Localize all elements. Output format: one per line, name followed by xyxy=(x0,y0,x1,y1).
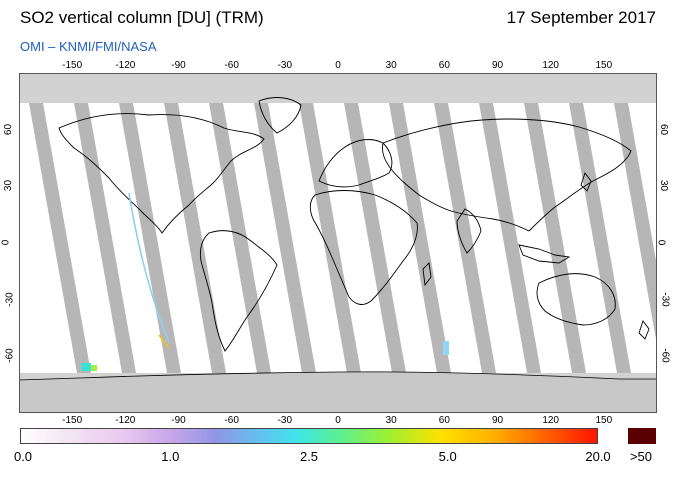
tick-label: 90 xyxy=(491,415,504,426)
tick-label: 150 xyxy=(595,60,613,71)
japan-outline xyxy=(580,172,592,192)
tick-label: 0 xyxy=(335,415,341,426)
swath-gap xyxy=(164,103,226,373)
colorbar-label: 5.0 xyxy=(438,449,457,464)
so2-signals xyxy=(81,192,449,371)
tick-label: 120 xyxy=(542,60,559,71)
tick-label: 0 xyxy=(0,239,12,246)
swath-gap xyxy=(29,103,91,373)
tick-label: 120 xyxy=(542,415,559,426)
tick-label: 30 xyxy=(3,180,15,192)
swath-gap xyxy=(479,103,541,373)
so2-streak-pacific xyxy=(128,192,170,344)
so2-patch-indian-ocean xyxy=(443,341,449,355)
india-outline xyxy=(456,208,482,254)
tick-label: 30 xyxy=(385,60,397,71)
tick-label: -90 xyxy=(171,60,186,71)
colorbar xyxy=(20,428,598,444)
tick-label: 60 xyxy=(438,60,450,71)
swath-gap xyxy=(119,103,181,373)
africa-outline xyxy=(309,190,418,305)
tick-label: -60 xyxy=(4,348,16,364)
swath-gap xyxy=(74,103,136,373)
continent-outlines xyxy=(58,97,650,352)
colorbar-label: 20.0 xyxy=(585,449,611,464)
map-date: 17 September 2017 xyxy=(506,8,656,27)
tick-label: -30 xyxy=(277,60,293,71)
tick-label: 60 xyxy=(438,415,450,426)
tick-label: 60 xyxy=(658,123,670,135)
antarctica xyxy=(19,371,657,413)
swath-gap xyxy=(299,103,361,373)
tick-label: 0 xyxy=(335,60,341,71)
madagascar-outline xyxy=(422,262,432,287)
europe-outline xyxy=(318,139,393,188)
swath-gap xyxy=(254,103,316,373)
tick-label: -60 xyxy=(659,348,671,364)
colorbar-label: 1.0 xyxy=(161,449,180,464)
greenland-outline xyxy=(258,97,302,134)
north-america-outline xyxy=(58,113,265,234)
tick-label: -30 xyxy=(4,291,16,307)
new-zealand-outline xyxy=(638,320,650,340)
tick-label: -150 xyxy=(62,415,83,426)
swath-gap xyxy=(389,103,451,373)
tick-label: -30 xyxy=(277,415,293,426)
colorbar-label: 0.0 xyxy=(13,449,33,464)
north-no-data xyxy=(19,73,657,103)
south-america-outline xyxy=(199,230,278,352)
tick-label: 60 xyxy=(3,123,15,135)
tick-label: -90 xyxy=(171,415,186,426)
so2-patch-south-pacific-2 xyxy=(91,365,97,371)
tick-label: 150 xyxy=(595,415,613,426)
so2-streak-pacific-tail xyxy=(158,334,170,349)
colorbar-label: 2.5 xyxy=(299,449,319,464)
swath-gap xyxy=(344,103,406,373)
swath-gap xyxy=(524,103,586,373)
tick-label: 30 xyxy=(658,180,670,192)
indonesia-outline xyxy=(518,244,571,264)
tick-label: -150 xyxy=(62,60,83,71)
australia-outline xyxy=(536,273,616,326)
map-title: SO2 vertical column [DU] (TRM) xyxy=(20,8,264,27)
swath-gap xyxy=(614,103,657,345)
so2-map xyxy=(19,73,657,413)
tick-label: -60 xyxy=(224,415,239,426)
tick-label: 90 xyxy=(491,60,504,71)
tick-label: -120 xyxy=(115,60,136,71)
map-frame xyxy=(19,73,657,413)
so2-patch-south-pacific xyxy=(81,363,91,371)
tick-label: -30 xyxy=(659,291,671,307)
colorbar-overflow-box xyxy=(628,428,656,444)
swath-gap xyxy=(434,103,496,373)
tick-label: 30 xyxy=(385,415,397,426)
data-credit: OMI – KNMI/FMI/NASA xyxy=(20,39,157,54)
colorbar-label: >50 xyxy=(629,449,653,464)
tick-label: -60 xyxy=(224,60,239,71)
asia-outline xyxy=(382,118,632,232)
tick-label: -120 xyxy=(115,415,136,426)
